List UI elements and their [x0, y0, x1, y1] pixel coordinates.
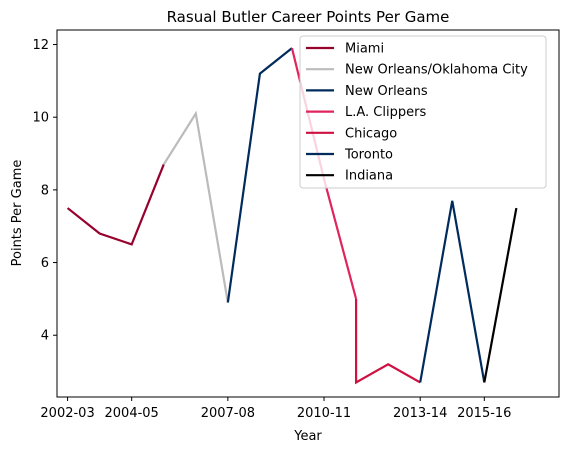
series-line-6	[483, 207, 518, 383]
legend-label-1: New Orleans/Oklahoma City	[345, 63, 528, 78]
y-tick-label-4: 12	[32, 38, 49, 53]
plot-frame	[56, 29, 560, 398]
x-axis-title: Year	[293, 429, 322, 444]
y-tick-label-0: 4	[41, 329, 49, 344]
legend: Miami New Orleans/Oklahoma City New Orlean…	[299, 35, 547, 189]
legend-label-4: Chicago	[345, 126, 397, 141]
series-line-0	[66, 164, 165, 246]
y-axis: 4 6 8 10 12	[32, 38, 57, 344]
legend-label-6: Indiana	[345, 169, 393, 184]
x-axis: 2002-03 2004-05 2007-08 2010-11 2013-14 2015-…	[40, 397, 511, 421]
series-line-4	[354, 298, 421, 385]
legend-entries: Miami New Orleans/Oklahoma City New Orlean…	[306, 42, 528, 184]
x-tick-label-1: 2004-05	[105, 406, 159, 421]
series-line-1	[162, 110, 229, 303]
y-tick-label-3: 10	[32, 111, 49, 126]
series-line-2	[226, 47, 293, 303]
y-axis-title: Points Per Game	[10, 160, 25, 267]
series-line-5	[419, 200, 486, 383]
x-tick-label-2: 2007-08	[201, 406, 255, 421]
x-tick-label-3: 2010-11	[297, 406, 351, 421]
legend-label-2: New Orleans	[345, 84, 428, 99]
legend-box	[299, 35, 547, 189]
x-tick-label-0: 2002-03	[40, 406, 94, 421]
legend-label-5: Toronto	[344, 148, 393, 163]
x-tick-label-5: 2015-16	[457, 406, 511, 421]
y-tick-label-1: 6	[41, 256, 49, 271]
y-tick-label-2: 8	[41, 183, 49, 198]
legend-label-3: L.A. Clippers	[345, 105, 426, 120]
legend-label-0: Miami	[345, 42, 384, 57]
chart-title: Rasual Butler Career Points Per Game	[167, 8, 450, 26]
x-tick-label-4: 2013-14	[393, 406, 447, 421]
